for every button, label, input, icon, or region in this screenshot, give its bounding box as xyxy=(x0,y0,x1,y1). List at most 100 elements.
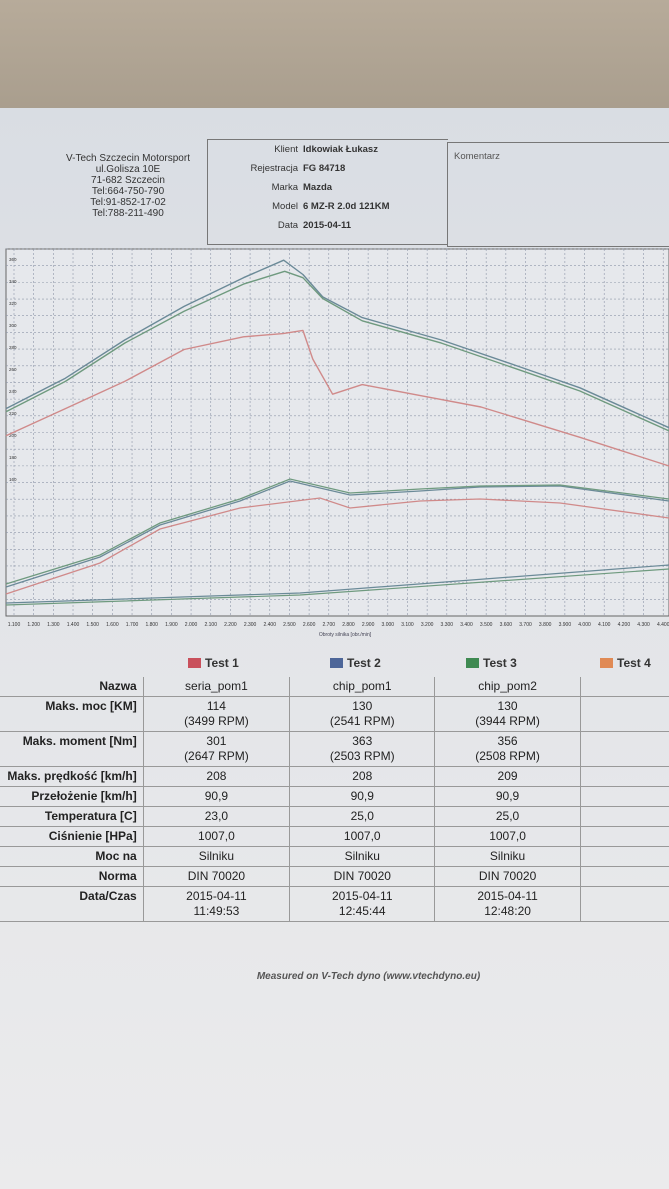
shop-line: Tel:91-852-17-02 xyxy=(90,197,166,208)
results-cell: 363 (2503 RPM) xyxy=(289,731,436,767)
client-info-box: Klient Idkowiak Łukasz Rejestracja FG 84… xyxy=(207,139,448,245)
info-value: 2015-04-11 xyxy=(303,220,352,231)
results-cell: 2015-04-11 12:48:20 xyxy=(434,886,581,922)
y-tick-label: 160 xyxy=(9,477,17,482)
results-value: 2015-04-11 xyxy=(332,889,393,903)
x-tick-label: 2.400 xyxy=(263,622,276,628)
info-label: Marka xyxy=(271,182,298,193)
results-subvalue: (2647 RPM) xyxy=(184,749,249,763)
footer-note: Measured on V-Tech dyno (www.vtechdyno.e… xyxy=(0,971,669,982)
results-value: 23,0 xyxy=(204,809,229,823)
torque-curve-test3 xyxy=(5,270,669,432)
x-tick-label: 1.900 xyxy=(165,622,178,628)
x-tick-label: 1.400 xyxy=(67,622,80,628)
results-cell: chip_pom1 xyxy=(289,677,436,697)
x-tick-label: 2.600 xyxy=(303,622,316,628)
legend-label: Test 2 xyxy=(347,656,381,670)
results-cell: 2015-04-11 11:49:53 xyxy=(143,886,291,922)
results-grid: Nazwa seria_pom1 chip_pom1 chip_pom2 Maks. m… xyxy=(0,677,669,922)
legend-label: Test 1 xyxy=(205,656,239,670)
results-value: 25,0 xyxy=(350,809,374,823)
results-subvalue: (3944 RPM) xyxy=(475,714,540,728)
results-value: 1007,0 xyxy=(489,829,526,843)
info-value: 6 MZ-R 2.0d 121KM xyxy=(303,201,390,212)
legend-item-test4: Test 4 xyxy=(600,656,651,670)
results-value: 1007,0 xyxy=(198,829,235,843)
results-row-label: Data/Czas xyxy=(0,886,144,922)
results-cell: 1007,0 xyxy=(143,826,291,847)
results-row: Nazwa seria_pom1 chip_pom1 chip_pom2 xyxy=(0,677,669,697)
results-value: 2015-04-11 xyxy=(477,889,538,903)
x-axis-label: Obroty silnika [obr./min] xyxy=(319,632,372,638)
results-subvalue: 12:48:20 xyxy=(484,904,531,918)
results-cell-test4 xyxy=(580,806,669,827)
results-row-label: Norma xyxy=(0,866,144,887)
results-value: 301 xyxy=(206,734,227,748)
results-value: Silniku xyxy=(489,849,526,863)
results-row: Przełożenie [km/h] 90,9 90,9 90,9 xyxy=(0,786,669,807)
results-cell-test4 xyxy=(580,731,669,767)
info-label: Model xyxy=(272,201,298,212)
results-value: 90,9 xyxy=(204,789,229,803)
x-tick-label: 3.200 xyxy=(421,622,434,628)
results-subvalue: (2508 RPM) xyxy=(475,749,540,763)
results-value: Silniku xyxy=(198,849,235,863)
x-tick-label: 2.300 xyxy=(244,622,257,628)
torque-curve-test1 xyxy=(5,329,669,467)
results-cell: seria_pom1 xyxy=(143,677,291,697)
results-cell-test4 xyxy=(580,866,669,887)
results-row: Ciśnienie [HPa] 1007,0 1007,0 1007,0 xyxy=(0,826,669,847)
power-curve-test1 xyxy=(5,497,669,595)
y-tick-label: 240 xyxy=(9,389,17,394)
results-value: Silniku xyxy=(344,849,380,863)
legend-item-test2: Test 2 xyxy=(330,656,381,670)
results-row: Norma DIN 70020 DIN 70020 DIN 70020 xyxy=(0,866,669,887)
results-subvalue: 12:45:44 xyxy=(338,904,386,918)
results-value: DIN 70020 xyxy=(333,869,391,883)
x-tick-label: 4.100 xyxy=(598,622,611,628)
results-row-label: Maks. moment [Nm] xyxy=(0,731,144,767)
info-label: Klient xyxy=(274,144,298,155)
results-cell: DIN 70020 xyxy=(289,866,436,887)
results-value: 363 xyxy=(352,734,373,748)
results-cell: 356 (2508 RPM) xyxy=(434,731,581,767)
results-row: Moc na Silniku Silniku Silniku xyxy=(0,846,669,867)
results-row: Maks. moment [Nm] 301 (2647 RPM) 363 (2503 R… xyxy=(0,731,669,767)
legend-swatch xyxy=(466,658,479,668)
results-row-label: Przełożenie [km/h] xyxy=(0,786,144,807)
results-value: 1007,0 xyxy=(343,829,381,843)
shop-line: Tel:788-211-490 xyxy=(92,208,164,219)
y-tick-label: 280 xyxy=(9,345,17,350)
results-cell-test4 xyxy=(580,786,669,807)
results-cell-test4 xyxy=(580,826,669,847)
x-tick-label: 1.600 xyxy=(106,622,119,628)
info-value: Idkowiak Łukasz xyxy=(303,144,378,155)
footer-text: Measured on V-Tech dyno (www.vtechdyno.e… xyxy=(256,971,481,982)
results-cell: 208 xyxy=(289,766,436,787)
torque-curve-test2 xyxy=(5,259,669,429)
results-cell: 1007,0 xyxy=(434,826,581,847)
y-tick-label: 300 xyxy=(9,323,17,328)
results-cell: 130 (3944 RPM) xyxy=(434,696,581,732)
x-tick-label: 3.400 xyxy=(460,622,473,628)
results-row: Maks. prędkość [km/h] 208 208 209 xyxy=(0,766,669,787)
results-cell-test4 xyxy=(580,766,669,787)
dyno-chart: 1.100 1.200 1.300 1.400 1.500 1.600 1.700 1.800… xyxy=(0,243,669,643)
results-cell-test4 xyxy=(580,696,669,732)
legend-item-test3: Test 3 xyxy=(466,656,517,670)
shop-line: ul.Golisza 10E xyxy=(95,164,161,175)
legend-swatch xyxy=(330,658,343,668)
x-tick-label: 3.300 xyxy=(441,622,454,628)
results-value: 90,9 xyxy=(495,789,520,803)
x-tick-label: 4.400 xyxy=(657,622,669,628)
results-row-label: Nazwa xyxy=(0,677,144,697)
x-tick-label: 1.300 xyxy=(47,622,60,628)
x-tick-label: 1.500 xyxy=(86,622,99,628)
legend-label: Test 3 xyxy=(483,656,517,670)
x-tick-label: 1.100 xyxy=(8,622,21,628)
x-tick-label: 2.200 xyxy=(224,622,237,628)
results-row: Maks. moc [KM] 114 (3499 RPM) 130 (2541 RPM)… xyxy=(0,696,669,732)
results-cell: 208 xyxy=(143,766,291,787)
results-value: seria_pom1 xyxy=(185,679,248,693)
results-value: 208 xyxy=(206,769,227,783)
